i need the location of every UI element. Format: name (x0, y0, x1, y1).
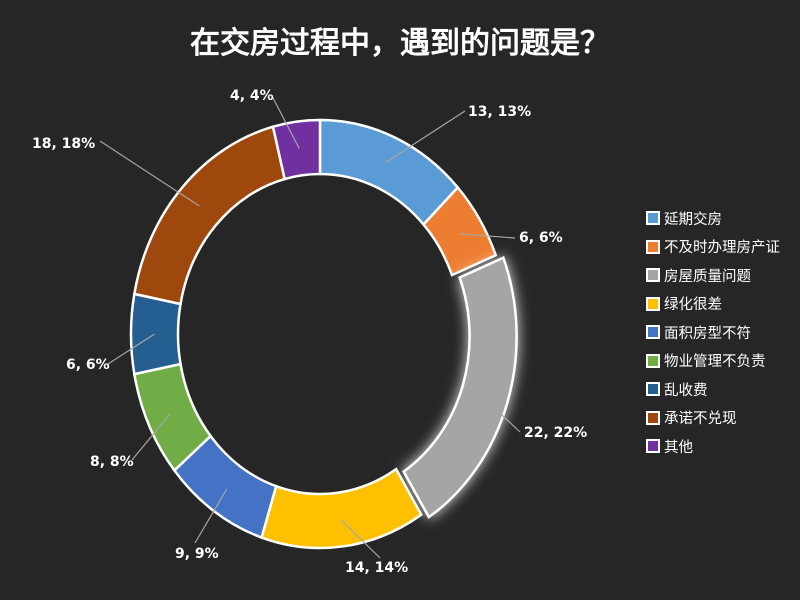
data-label: 6, 6% (519, 230, 563, 246)
legend-label: 绿化很差 (664, 297, 722, 314)
data-label: 9, 9% (175, 546, 219, 562)
donut-slice-3[interactable] (402, 255, 518, 519)
data-label: 14, 14% (345, 560, 408, 576)
legend-label: 承诺不兑现 (664, 411, 737, 428)
leader-line (99, 140, 200, 207)
chart-title: 在交房过程中，遇到的问题是？ (190, 26, 610, 61)
donut-slice-7[interactable] (129, 292, 182, 376)
legend-swatch (646, 410, 660, 425)
donut-slice-4[interactable] (260, 467, 423, 550)
legend-swatch (646, 211, 660, 226)
leader-line (385, 110, 466, 163)
leader-line (476, 391, 521, 433)
legend-swatch (646, 296, 660, 311)
legend-item: 面积房型不符 (646, 318, 780, 347)
legend-swatch (646, 268, 660, 283)
leader-line (340, 519, 381, 559)
leader-line (459, 233, 516, 239)
leader-line (131, 413, 171, 461)
legend-swatch (646, 353, 660, 368)
legend-item: 其他 (646, 432, 780, 461)
legend-item: 绿化很差 (646, 290, 780, 319)
leader-line (107, 333, 155, 365)
legend-item: 延期交房 (646, 204, 780, 233)
legend-swatch (646, 382, 660, 397)
data-label: 18, 18% (32, 136, 95, 152)
data-label: 4, 4% (230, 88, 274, 104)
donut-slice-9[interactable] (271, 118, 322, 181)
legend-item: 物业管理不负责 (646, 347, 780, 376)
legend-label: 乱收费 (664, 382, 708, 399)
leader-line (194, 488, 228, 544)
donut-slice-8[interactable] (132, 125, 287, 306)
legend-swatch (646, 325, 660, 340)
data-label: 6, 6% (66, 357, 110, 373)
leader-line (271, 95, 300, 149)
legend-label: 其他 (664, 439, 693, 456)
legend-label: 面积房型不符 (664, 325, 751, 342)
donut-slice-2[interactable] (421, 185, 498, 277)
data-label: 22, 22% (524, 425, 587, 441)
legend-item: 房屋质量问题 (646, 261, 780, 290)
legend-item: 承诺不兑现 (646, 404, 780, 433)
legend-swatch (646, 239, 660, 254)
legend-label: 不及时办理房产证 (664, 240, 780, 257)
legend-item: 不及时办理房产证 (646, 233, 780, 262)
data-label: 13, 13% (468, 104, 531, 120)
legend-label: 延期交房 (664, 211, 722, 228)
data-label: 8, 8% (90, 454, 134, 470)
legend-label: 物业管理不负责 (664, 354, 766, 371)
legend-label: 房屋质量问题 (664, 268, 751, 285)
legend-swatch (646, 439, 660, 454)
legend-item: 乱收费 (646, 375, 780, 404)
legend: 延期交房不及时办理房产证 房屋质量问题 绿化很差面积房型不符 物业管理不负责 乱收费承诺… (646, 204, 780, 461)
